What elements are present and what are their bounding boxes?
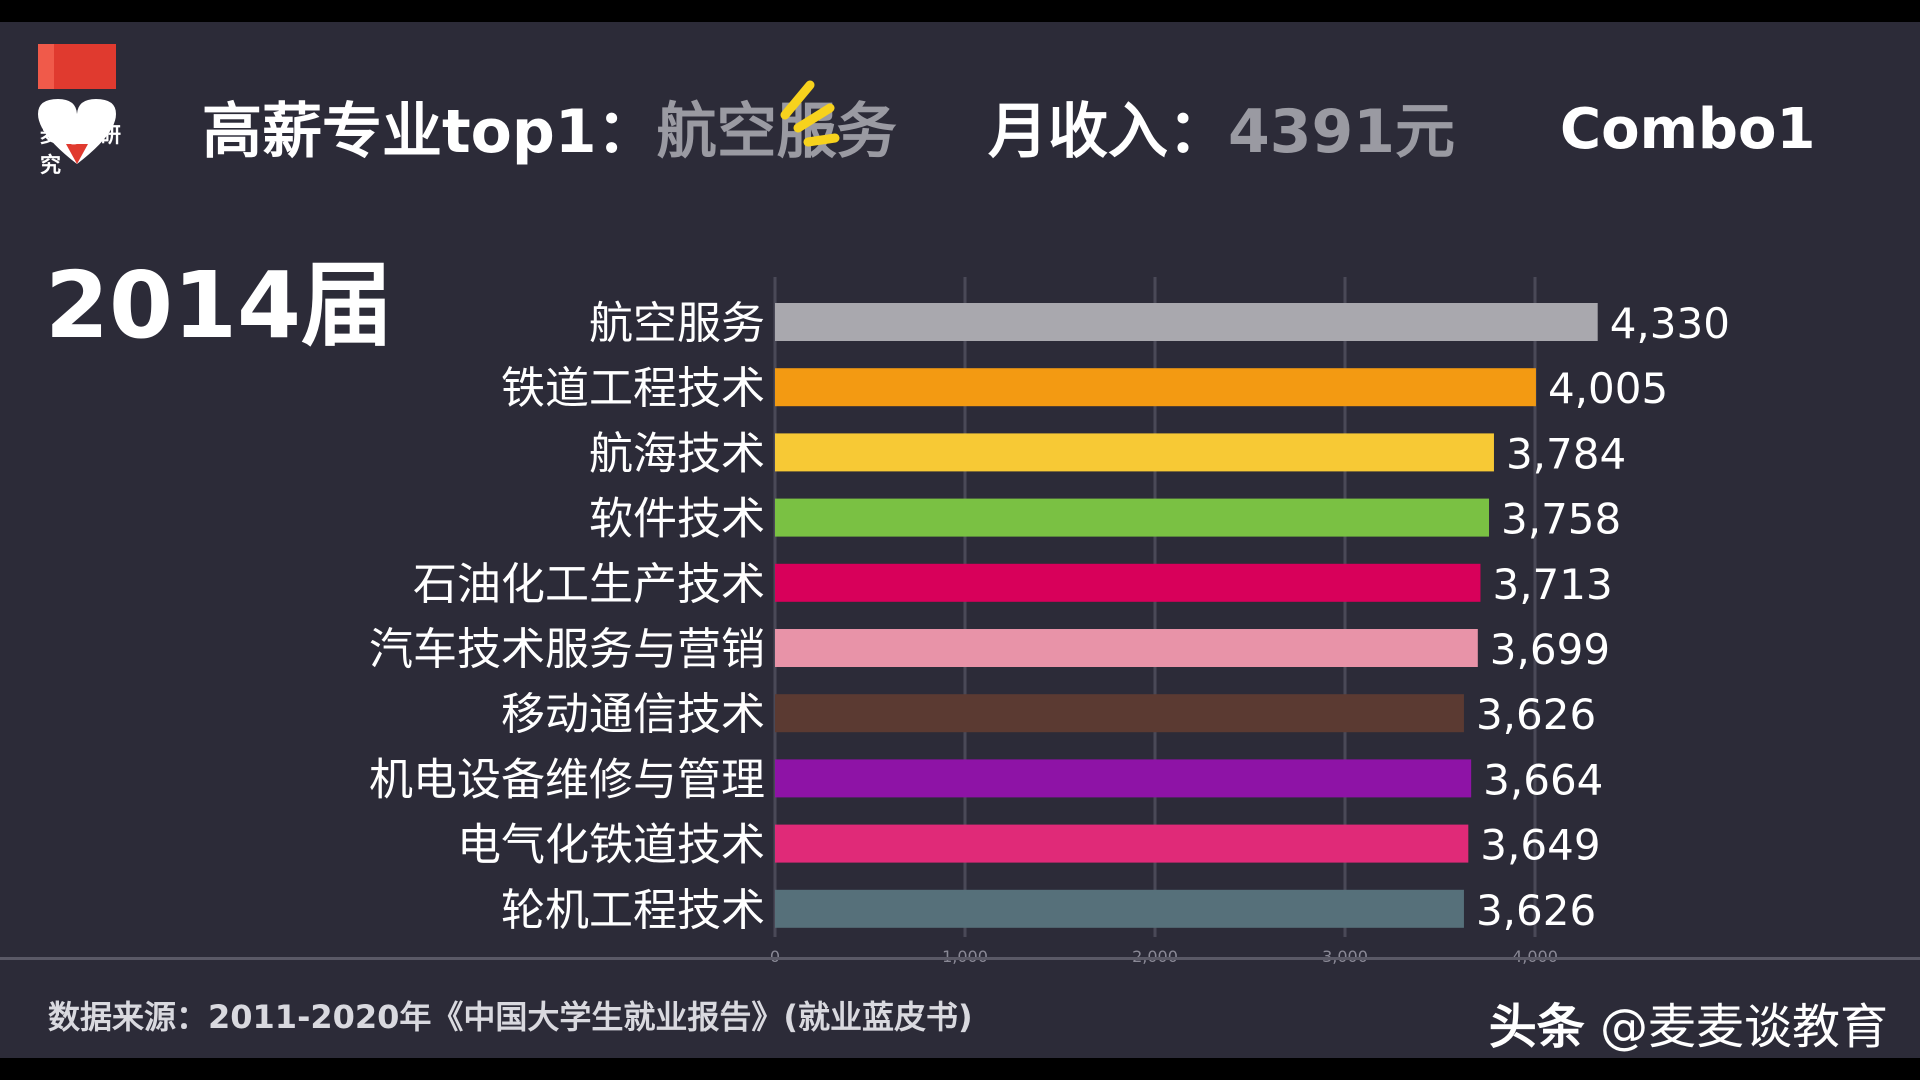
sparkle-icon: [780, 80, 840, 147]
bar-2: [775, 433, 1494, 472]
category-label: 软件技术: [589, 494, 765, 545]
category-label: 航海技术: [589, 428, 765, 479]
logo-text: 麦可思研究: [40, 123, 121, 177]
value-label: 3,664: [1483, 755, 1603, 804]
value-label: 3,758: [1501, 495, 1621, 544]
divider: [0, 957, 1920, 960]
bar-5: [775, 629, 1478, 667]
category-label: 石油化工生产技术: [413, 559, 765, 610]
watermark: 头条 @麦麦谈教育: [1489, 987, 1888, 1057]
value-label: 4,330: [1610, 299, 1730, 348]
value-label: 3,649: [1480, 821, 1600, 870]
category-label: 汽车技术服务与营销: [369, 624, 765, 675]
category-label: 航空服务: [589, 298, 765, 349]
top-major-value: 航空服务: [656, 97, 897, 167]
value-label: 3,784: [1506, 429, 1626, 478]
value-label: 3,626: [1476, 690, 1596, 739]
value-label: 3,626: [1476, 886, 1596, 935]
income-header: 月收入：4391元: [988, 102, 1455, 162]
bar-0: [775, 303, 1598, 341]
category-label: 铁道工程技术: [501, 363, 765, 414]
category-label: 轮机工程技术: [501, 885, 765, 936]
x-tick-label: 4,000: [1512, 947, 1558, 966]
value-label: 3,699: [1490, 625, 1610, 674]
combo-label: Combo1: [1560, 97, 1816, 162]
year-label: 2014届: [45, 252, 394, 359]
income-value: 4391元: [1228, 97, 1455, 167]
video-frame: 麦可思研究 高薪专业top1：航空服务 月收入：4391元 Combo1 201…: [0, 22, 1920, 1058]
income-label: 月收入：: [988, 97, 1228, 167]
top-major-header: 高薪专业top1：航空服务: [202, 102, 897, 162]
logo-heart-icon: [38, 44, 116, 164]
bar-3: [775, 498, 1490, 537]
bar-6: [775, 694, 1464, 733]
bar-4: [775, 563, 1481, 602]
watermark-brand: 头条: [1488, 999, 1585, 1055]
x-tick-label: 2,000: [1132, 947, 1178, 966]
category-label: 电气化铁道技术: [457, 820, 765, 871]
category-label: 机电设备维修与管理: [369, 754, 765, 805]
x-tick-label: 1,000: [942, 947, 988, 966]
bar-chart: 0 1,000 2,000 3,000 4,000 航空服务 4,330 铁道工程技术 4,00…: [369, 277, 1730, 966]
bar-1: [775, 368, 1536, 407]
logo: 麦可思研究: [18, 44, 138, 194]
category-label: 移动通信技术: [501, 689, 765, 740]
value-label: 4,005: [1548, 364, 1668, 413]
bar-7: [775, 759, 1472, 798]
x-tick-label: 3,000: [1322, 947, 1368, 966]
watermark-handle: @麦麦谈教育: [1599, 999, 1888, 1055]
data-source: 数据来源：2011-2020年《中国大学生就业报告》(就业蓝皮书): [48, 998, 973, 1036]
bar-9: [775, 889, 1464, 928]
top-major-label: 高薪专业top1：: [202, 97, 657, 167]
value-label: 3,713: [1492, 560, 1612, 609]
bar-8: [775, 824, 1469, 863]
x-tick-label: 0: [770, 947, 780, 966]
